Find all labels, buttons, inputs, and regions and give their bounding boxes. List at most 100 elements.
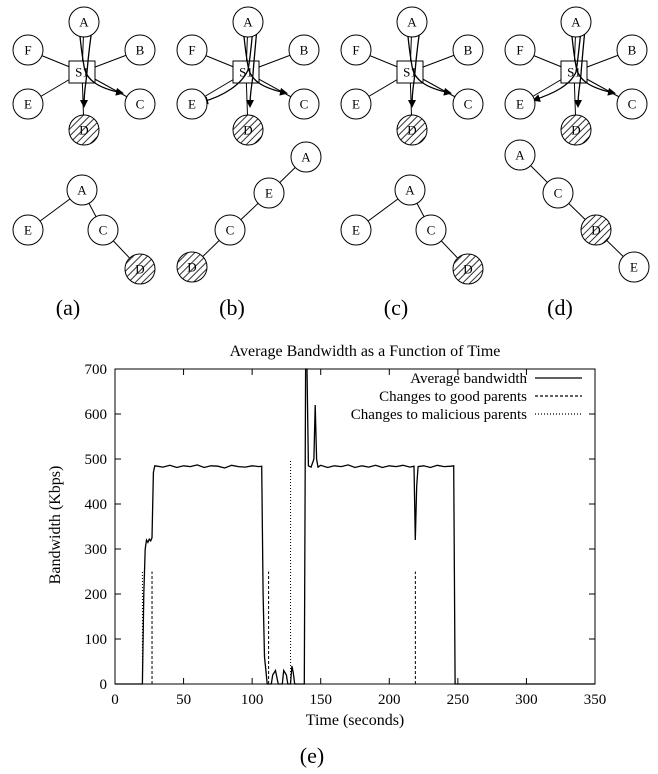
node-label: A <box>515 148 525 163</box>
node-label: F <box>24 43 31 58</box>
y-tick-label: 0 <box>100 677 108 693</box>
node-label: B <box>300 43 309 58</box>
switch-label: S1 <box>403 65 417 80</box>
panel-2: S1 A B C D E F A E C D (b) <box>176 6 322 320</box>
topology-panels: S1 A B C D E F A E C D (a) S1 A B C D E F A E C D (b) S1 A B C D E F A E… <box>12 6 650 320</box>
star-node-c <box>452 88 484 120</box>
node-label: C <box>99 223 108 238</box>
tree-node-d <box>124 253 156 285</box>
node-label: E <box>352 97 360 112</box>
star-node-f <box>504 34 536 66</box>
node-label: E <box>188 97 196 112</box>
node-label: C <box>226 223 235 238</box>
node-label: A <box>407 15 417 30</box>
y-tick-label: 500 <box>85 452 108 468</box>
y-tick-label: 400 <box>85 497 108 513</box>
flow-arrow <box>246 15 259 108</box>
node-label: A <box>405 183 415 198</box>
series-average-bandwidth <box>115 368 595 685</box>
bandwidth-chart: Average Bandwidth as a Function of Time … <box>47 343 606 768</box>
node-label: D <box>407 123 416 138</box>
star-node-e <box>504 88 536 120</box>
y-tick-label: 300 <box>85 542 108 558</box>
star-node-c <box>616 88 648 120</box>
x-tick-label: 150 <box>309 692 332 708</box>
star-node-a <box>560 6 592 38</box>
x-tick-label: 300 <box>515 692 538 708</box>
y-tick-label: 200 <box>85 587 108 603</box>
axis-ticks: 0 50 100 150 200 250 300 350 0 100 200 300 400 500 600… <box>85 362 607 708</box>
node-label: E <box>265 186 273 201</box>
star-node-d <box>232 114 264 146</box>
node-label: F <box>352 43 359 58</box>
series-layer <box>115 368 595 685</box>
tree-node-c <box>214 214 246 246</box>
x-tick-label: 100 <box>241 692 264 708</box>
node-label: D <box>591 223 600 238</box>
star-node-e <box>176 88 208 120</box>
x-tick-label: 0 <box>111 692 119 708</box>
x-tick-label: 200 <box>378 692 401 708</box>
tree-node-a <box>394 174 426 206</box>
switch-label: S1 <box>75 65 89 80</box>
panel-label-2: (b) <box>219 295 245 320</box>
node-label: D <box>463 262 472 277</box>
y-tick-label: 700 <box>85 362 108 378</box>
panel-label-3: (c) <box>384 295 408 320</box>
node-label: A <box>301 150 311 165</box>
star-node-b <box>616 34 648 66</box>
node-label: C <box>136 97 145 112</box>
star-node-e <box>340 88 372 120</box>
node-label: D <box>243 123 252 138</box>
flow-arrow <box>574 17 587 108</box>
panel-3: S1 A B C D E F A E C D (c) <box>340 6 484 320</box>
x-tick-label: 250 <box>447 692 470 708</box>
node-label: C <box>464 97 473 112</box>
legend-label: Changes to good parents <box>379 389 527 405</box>
panel-1: S1 A B C D E F A E C D (a) <box>12 6 156 320</box>
star-node-f <box>12 34 44 66</box>
node-label: E <box>516 97 524 112</box>
node-label: B <box>464 43 473 58</box>
node-label: C <box>427 223 436 238</box>
star-node-b <box>452 34 484 66</box>
star-node-b <box>288 34 320 66</box>
tree-node-c <box>542 177 574 209</box>
star-node-b <box>124 34 156 66</box>
y-tick-label: 600 <box>85 407 108 423</box>
star-node-a <box>396 6 428 38</box>
flow-arrow <box>532 19 583 102</box>
tree-node-c <box>87 214 119 246</box>
x-axis-label: Time (seconds) <box>306 712 405 729</box>
node-label: E <box>24 223 32 238</box>
chart-title: Average Bandwidth as a Function of Time <box>230 343 501 360</box>
x-tick-label: 350 <box>584 692 607 708</box>
node-label: B <box>136 43 145 58</box>
y-axis-label: Bandwidth (Kbps) <box>47 466 64 585</box>
legend-label: Changes to malicious parents <box>351 407 527 423</box>
node-label: A <box>243 15 253 30</box>
node-label: C <box>300 97 309 112</box>
star-node-a <box>232 6 264 38</box>
tree-node-e <box>618 251 650 283</box>
plot-frame <box>114 368 596 685</box>
tree-node-d <box>452 253 484 285</box>
star-node-d <box>68 114 100 146</box>
node-label: F <box>188 43 195 58</box>
panel-label-1: (a) <box>56 295 80 320</box>
tree-node-a <box>504 139 536 171</box>
star-node-d <box>396 114 428 146</box>
node-label: A <box>571 15 581 30</box>
tree-node-c <box>415 214 447 246</box>
star-node-f <box>176 34 208 66</box>
node-label: D <box>571 123 580 138</box>
star-node-c <box>124 88 156 120</box>
legend-label: Average bandwidth <box>410 371 527 387</box>
panel-label-e: (e) <box>300 743 324 768</box>
node-label: A <box>79 15 89 30</box>
star-node-d <box>560 114 592 146</box>
tree-node-e <box>12 214 44 246</box>
node-label: E <box>352 223 360 238</box>
node-label: F <box>516 43 523 58</box>
